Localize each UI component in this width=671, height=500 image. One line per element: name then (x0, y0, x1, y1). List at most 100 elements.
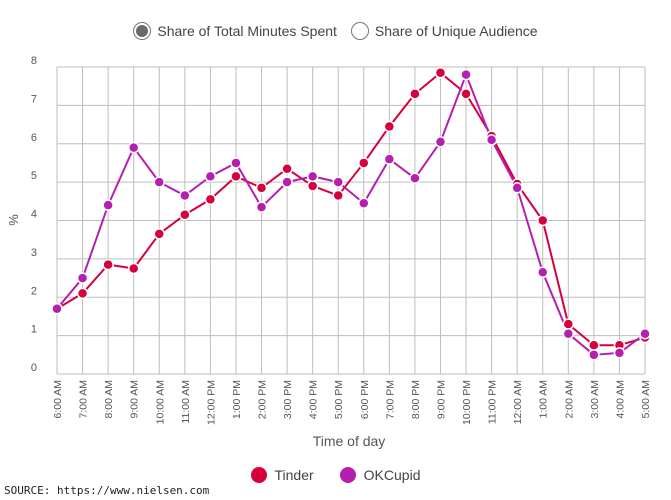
data-point-tinder[interactable] (562, 318, 575, 330)
data-point-tinder[interactable] (179, 208, 191, 221)
data-point-okcupid[interactable] (588, 349, 600, 361)
y-tick-label: 6 (31, 132, 37, 144)
data-point-okcupid[interactable] (536, 266, 549, 279)
data-point-tinder[interactable] (102, 258, 114, 271)
data-point-okcupid[interactable] (230, 157, 242, 169)
x-tick-label: 4:00 AM (614, 380, 626, 419)
legend-item-okcupid[interactable]: OKCupid (339, 467, 421, 483)
tinder-marker-icon (250, 467, 267, 483)
x-axis-label: Time of day (313, 433, 386, 449)
x-tick-label: 12:00 PM (205, 380, 217, 425)
y-tick-label: 0 (31, 362, 37, 374)
y-axis-label: % (6, 214, 21, 226)
data-point-okcupid[interactable] (485, 134, 498, 146)
data-point-okcupid[interactable] (255, 201, 268, 213)
toggle-total-minutes-label: Share of Total Minutes Spent (157, 23, 337, 39)
data-point-tinder[interactable] (536, 214, 549, 227)
x-tick-label: 12:00 AM (512, 380, 524, 424)
x-tick-label: 3:00 AM (589, 380, 601, 419)
x-tick-label: 8:00 AM (103, 380, 115, 419)
data-point-okcupid[interactable] (179, 189, 191, 202)
data-point-okcupid[interactable] (460, 68, 472, 81)
data-point-okcupid[interactable] (76, 272, 89, 284)
data-point-okcupid[interactable] (306, 170, 319, 183)
data-point-tinder[interactable] (588, 339, 600, 351)
data-point-okcupid[interactable] (153, 176, 166, 188)
okcupid-marker-icon (339, 467, 356, 483)
data-point-okcupid[interactable] (281, 176, 293, 188)
data-point-okcupid[interactable] (409, 172, 421, 185)
x-tick-label: 10:00 PM (461, 380, 473, 425)
x-tick-label: 1:00 PM (231, 380, 243, 419)
data-point-tinder[interactable] (127, 262, 140, 275)
data-point-okcupid[interactable] (358, 197, 370, 209)
series-line-okcupid (56, 73, 646, 356)
x-tick-label: 1:00 AM (538, 380, 550, 419)
x-tick-label: 2:00 AM (563, 380, 575, 419)
data-point-okcupid[interactable] (102, 199, 114, 211)
x-tick-label: 11:00 AM (180, 380, 192, 424)
data-point-tinder[interactable] (230, 170, 242, 183)
line-chart: 0 1 2 3 4 5 6 7 8 6:00 AM 7:00 AM 8:00 AM 9:00 AM 10… (6, 55, 652, 449)
data-point-tinder[interactable] (460, 88, 472, 100)
x-tick-label: 10:00 AM (154, 380, 166, 424)
y-tick-label: 8 (31, 55, 37, 67)
data-point-tinder[interactable] (306, 180, 319, 192)
data-point-okcupid[interactable] (511, 182, 523, 194)
chart-series (51, 67, 651, 361)
y-tick-label: 1 (31, 324, 37, 336)
toggle-total-minutes[interactable]: Share of Total Minutes Spent (133, 22, 337, 40)
x-tick-label: 5:00 PM (333, 380, 345, 419)
data-point-okcupid[interactable] (127, 141, 140, 154)
data-point-tinder[interactable] (434, 67, 447, 79)
x-tick-label: 3:00 PM (282, 380, 294, 419)
data-point-tinder[interactable] (332, 189, 344, 202)
data-point-tinder[interactable] (153, 228, 166, 240)
metric-toggle-group: Share of Total Minutes Spent Share of Un… (0, 22, 671, 40)
data-point-okcupid[interactable] (613, 347, 626, 359)
data-point-tinder[interactable] (204, 193, 217, 206)
source-note: SOURCE: https://www.nielsen.com (4, 484, 210, 497)
x-tick-label: 7:00 PM (384, 380, 396, 419)
y-tick-label: 4 (31, 209, 37, 221)
y-tick-label: 3 (31, 247, 37, 259)
series-line-tinder (56, 71, 646, 347)
x-tick-label: 2:00 PM (257, 380, 269, 419)
data-point-okcupid[interactable] (51, 303, 63, 315)
data-point-okcupid[interactable] (383, 153, 396, 165)
legend-label-okcupid: OKCupid (363, 467, 421, 483)
x-tick-label: 8:00 PM (410, 380, 422, 419)
y-tick-label: 2 (31, 285, 37, 297)
data-point-okcupid[interactable] (639, 327, 651, 340)
x-tick-label: 9:00 AM (129, 380, 141, 419)
x-tick-label: 6:00 PM (359, 380, 371, 419)
legend-label-tinder: Tinder (274, 467, 314, 483)
x-tick-label: 5:00 AM (640, 380, 652, 419)
data-point-okcupid[interactable] (434, 136, 447, 148)
x-tick-label: 11:00 PM (487, 380, 499, 424)
x-tick-label: 9:00 PM (435, 380, 447, 419)
radio-selected-icon[interactable] (133, 22, 152, 40)
toggle-unique-audience-label: Share of Unique Audience (374, 23, 538, 39)
data-point-tinder[interactable] (281, 162, 293, 175)
data-point-tinder[interactable] (255, 182, 268, 194)
data-point-tinder[interactable] (358, 157, 370, 169)
x-tick-label: 6:00 AM (52, 380, 64, 419)
x-tick-label: 7:00 AM (78, 380, 90, 419)
y-tick-label: 7 (31, 93, 37, 105)
y-tick-label: 5 (31, 170, 37, 182)
data-point-okcupid[interactable] (332, 176, 344, 188)
y-axis-ticks: 0 1 2 3 4 5 6 7 8 (31, 55, 37, 374)
data-point-okcupid[interactable] (562, 327, 575, 340)
legend-item-tinder[interactable]: Tinder (250, 467, 314, 483)
radio-unselected-icon[interactable] (350, 22, 369, 40)
chart-legend: Tinder OKCupid (0, 467, 671, 483)
data-point-tinder[interactable] (76, 287, 89, 300)
data-point-tinder[interactable] (409, 88, 421, 100)
data-point-tinder[interactable] (383, 120, 396, 133)
data-point-okcupid[interactable] (204, 170, 217, 183)
x-axis-ticks: 6:00 AM 7:00 AM 8:00 AM 9:00 AM 10:00 AM 11:0… (52, 380, 652, 425)
toggle-unique-audience[interactable]: Share of Unique Audience (350, 22, 538, 40)
x-tick-label: 4:00 PM (308, 380, 320, 419)
chart-grid (56, 66, 646, 375)
